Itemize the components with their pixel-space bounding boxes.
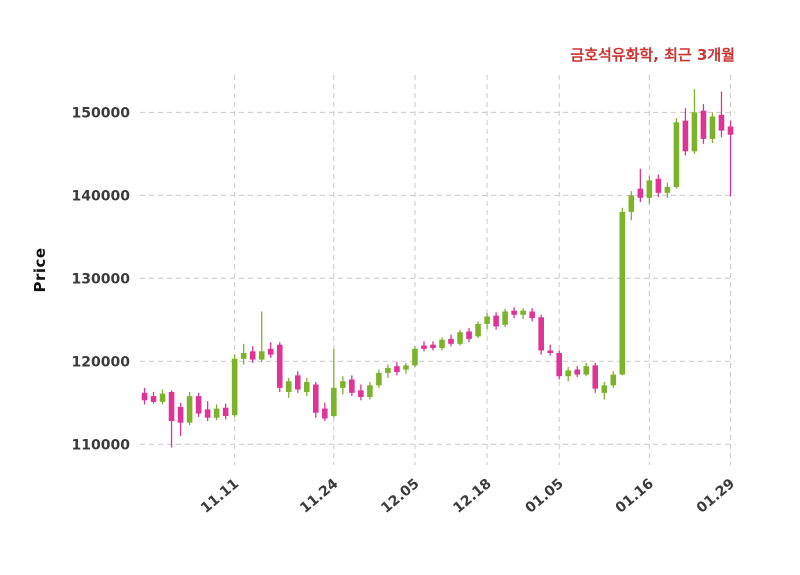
candle-body-down [141,392,148,401]
candle-body-down [322,408,328,419]
candle-body-down [150,396,157,402]
candle-body-down [718,114,725,131]
candle-body-up [565,370,572,377]
candle-body-down [547,350,553,353]
candle-body-up [231,358,238,416]
x-tick-label: 01.05 [523,476,567,517]
x-tick-label: 11.11 [198,476,242,517]
candle-body-down [592,365,599,389]
candle-body-up [303,382,310,392]
candle-body-up [213,408,220,418]
candle-body-up [484,316,490,324]
candle-body-down [727,126,734,135]
candle-body-up [664,187,671,193]
candle-body-down [682,120,689,152]
candle-body-down [276,344,283,388]
candle-body-down [529,311,535,319]
x-tick-label: 11.24 [297,476,341,517]
candle-body-up [646,180,653,198]
candle-body-down [430,344,436,348]
candle-body-up [601,385,608,393]
candle-body-up [385,367,391,373]
candle-body-up [331,387,337,417]
candle-body-down [349,379,355,393]
y-tick-label: 150000 [72,105,131,121]
candle-body-up [475,323,481,337]
candle-body-up [583,366,590,375]
candle-body-up [691,112,698,152]
candle-body-up [439,339,445,348]
candle-body-down [195,396,202,414]
candle-body-down [204,409,211,418]
x-tick-label: 01.29 [694,476,738,517]
candle-body-up [258,351,265,360]
candle-body-up [285,381,292,392]
candle-body-up [628,195,635,212]
candle-body-down [313,384,319,413]
candle-body-up [610,374,617,386]
x-tick-label: 12.05 [378,476,422,517]
candle-body-down [574,369,581,375]
candle-body-down [222,407,229,417]
candle-body-down [294,375,301,390]
candle-body-down [466,331,472,339]
candle-body-down [655,178,662,193]
candle-body-up [403,365,409,370]
y-tick-label: 130000 [72,271,131,287]
candle-body-down [249,351,256,360]
candle-body-up [502,311,508,325]
y-tick-label: 120000 [72,354,131,370]
y-tick-label: 110000 [72,437,131,453]
y-tick-label: 140000 [72,188,131,204]
candle-body-up [520,310,526,315]
candle-body-down [394,366,400,373]
chart-title: 금호석유화학, 최근 3개월 [570,46,735,64]
y-axis-label: Price [31,247,49,293]
candle-body-up [159,393,166,402]
candle-body-up [709,116,716,139]
candle-body-down [493,315,499,327]
candle-body-down [700,110,707,139]
candle-body-down [556,352,562,377]
candle-body-up [376,372,382,386]
candle-body-up [340,381,346,388]
candle-body-up [367,385,373,397]
candle-body-down [267,348,274,355]
candle-body-up [673,122,680,188]
candle-body-down [421,345,427,349]
candle-body-down [511,310,517,315]
candle-body-up [457,332,463,344]
candle-body-down [538,317,544,351]
x-tick-label: 12.18 [450,476,494,517]
x-tick-label: 01.16 [613,476,657,517]
candle-body-down [637,188,644,198]
candle-body-down [177,406,184,423]
candle-body-down [168,391,175,422]
candle-body-down [358,390,364,397]
candle-body-up [619,211,626,375]
candle-body-up [186,396,193,423]
candle-body-down [448,338,454,344]
candle-body-up [412,348,418,366]
candle-body-up [240,352,247,359]
